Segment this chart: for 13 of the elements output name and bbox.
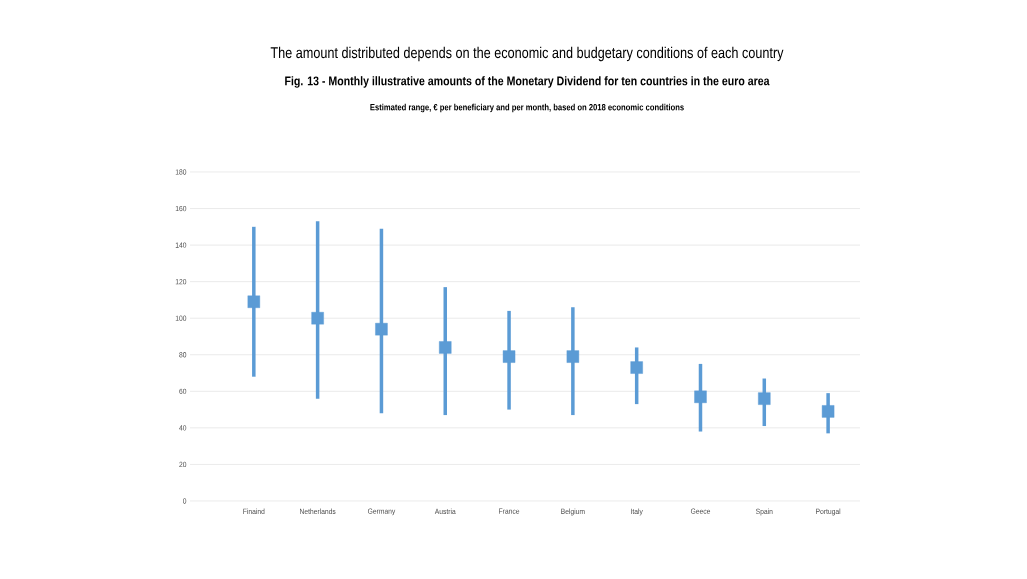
point (566, 350, 580, 363)
point (821, 405, 835, 418)
chart-subtitle: Fig. 13 - Monthly illustrative amounts of the Monetary Dividend for ten countries in the euro area (285, 76, 770, 88)
point (758, 392, 771, 405)
point (439, 341, 452, 354)
point (311, 312, 324, 325)
point (247, 295, 261, 308)
point (502, 350, 516, 363)
point (694, 390, 707, 403)
point (630, 361, 643, 374)
point (375, 322, 388, 336)
chart-title: The amount distributed depends on the economic and budgetary conditions of each country (270, 46, 784, 62)
text: Estimated range, € per beneficiary and per month, based on 2018 economic conditions (370, 103, 684, 113)
